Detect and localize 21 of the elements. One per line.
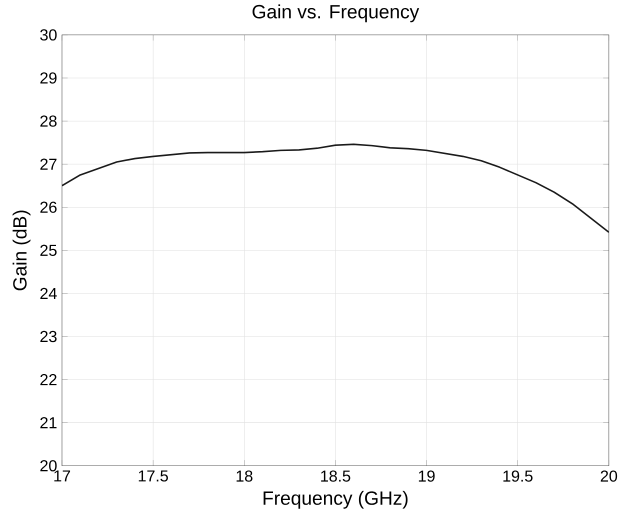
x-tick-label: 18.5 (321, 470, 350, 482)
chart-title: Gain vs. Frequency (252, 4, 420, 22)
y-tick-label: 27 (40, 158, 56, 170)
y-tick-label: 23 (40, 330, 57, 342)
x-tick-label: 18 (236, 470, 252, 482)
y-tick-label: 26 (40, 202, 57, 213)
x-tick-label: 17 (54, 470, 70, 482)
y-tick-label: 28 (40, 115, 57, 127)
x-tick-label: 19 (418, 470, 435, 482)
y-tick-label: 30 (40, 29, 57, 40)
y-tick-label: 20 (40, 460, 57, 472)
y-tick-label: 25 (40, 244, 57, 256)
y-tick-label: 29 (40, 72, 57, 84)
y-axis-title: Gain (dB) (12, 210, 30, 290)
x-tick-label: 17.5 (138, 470, 168, 482)
x-axis-title: Frequency (GHz) (264, 490, 408, 509)
y-tick-label: 21 (40, 417, 57, 428)
y-tick-label: 24 (40, 288, 57, 299)
x-tick-label: 19.5 (503, 470, 533, 482)
x-tick-label: 20 (600, 470, 618, 482)
y-tick-label: 22 (40, 374, 56, 386)
